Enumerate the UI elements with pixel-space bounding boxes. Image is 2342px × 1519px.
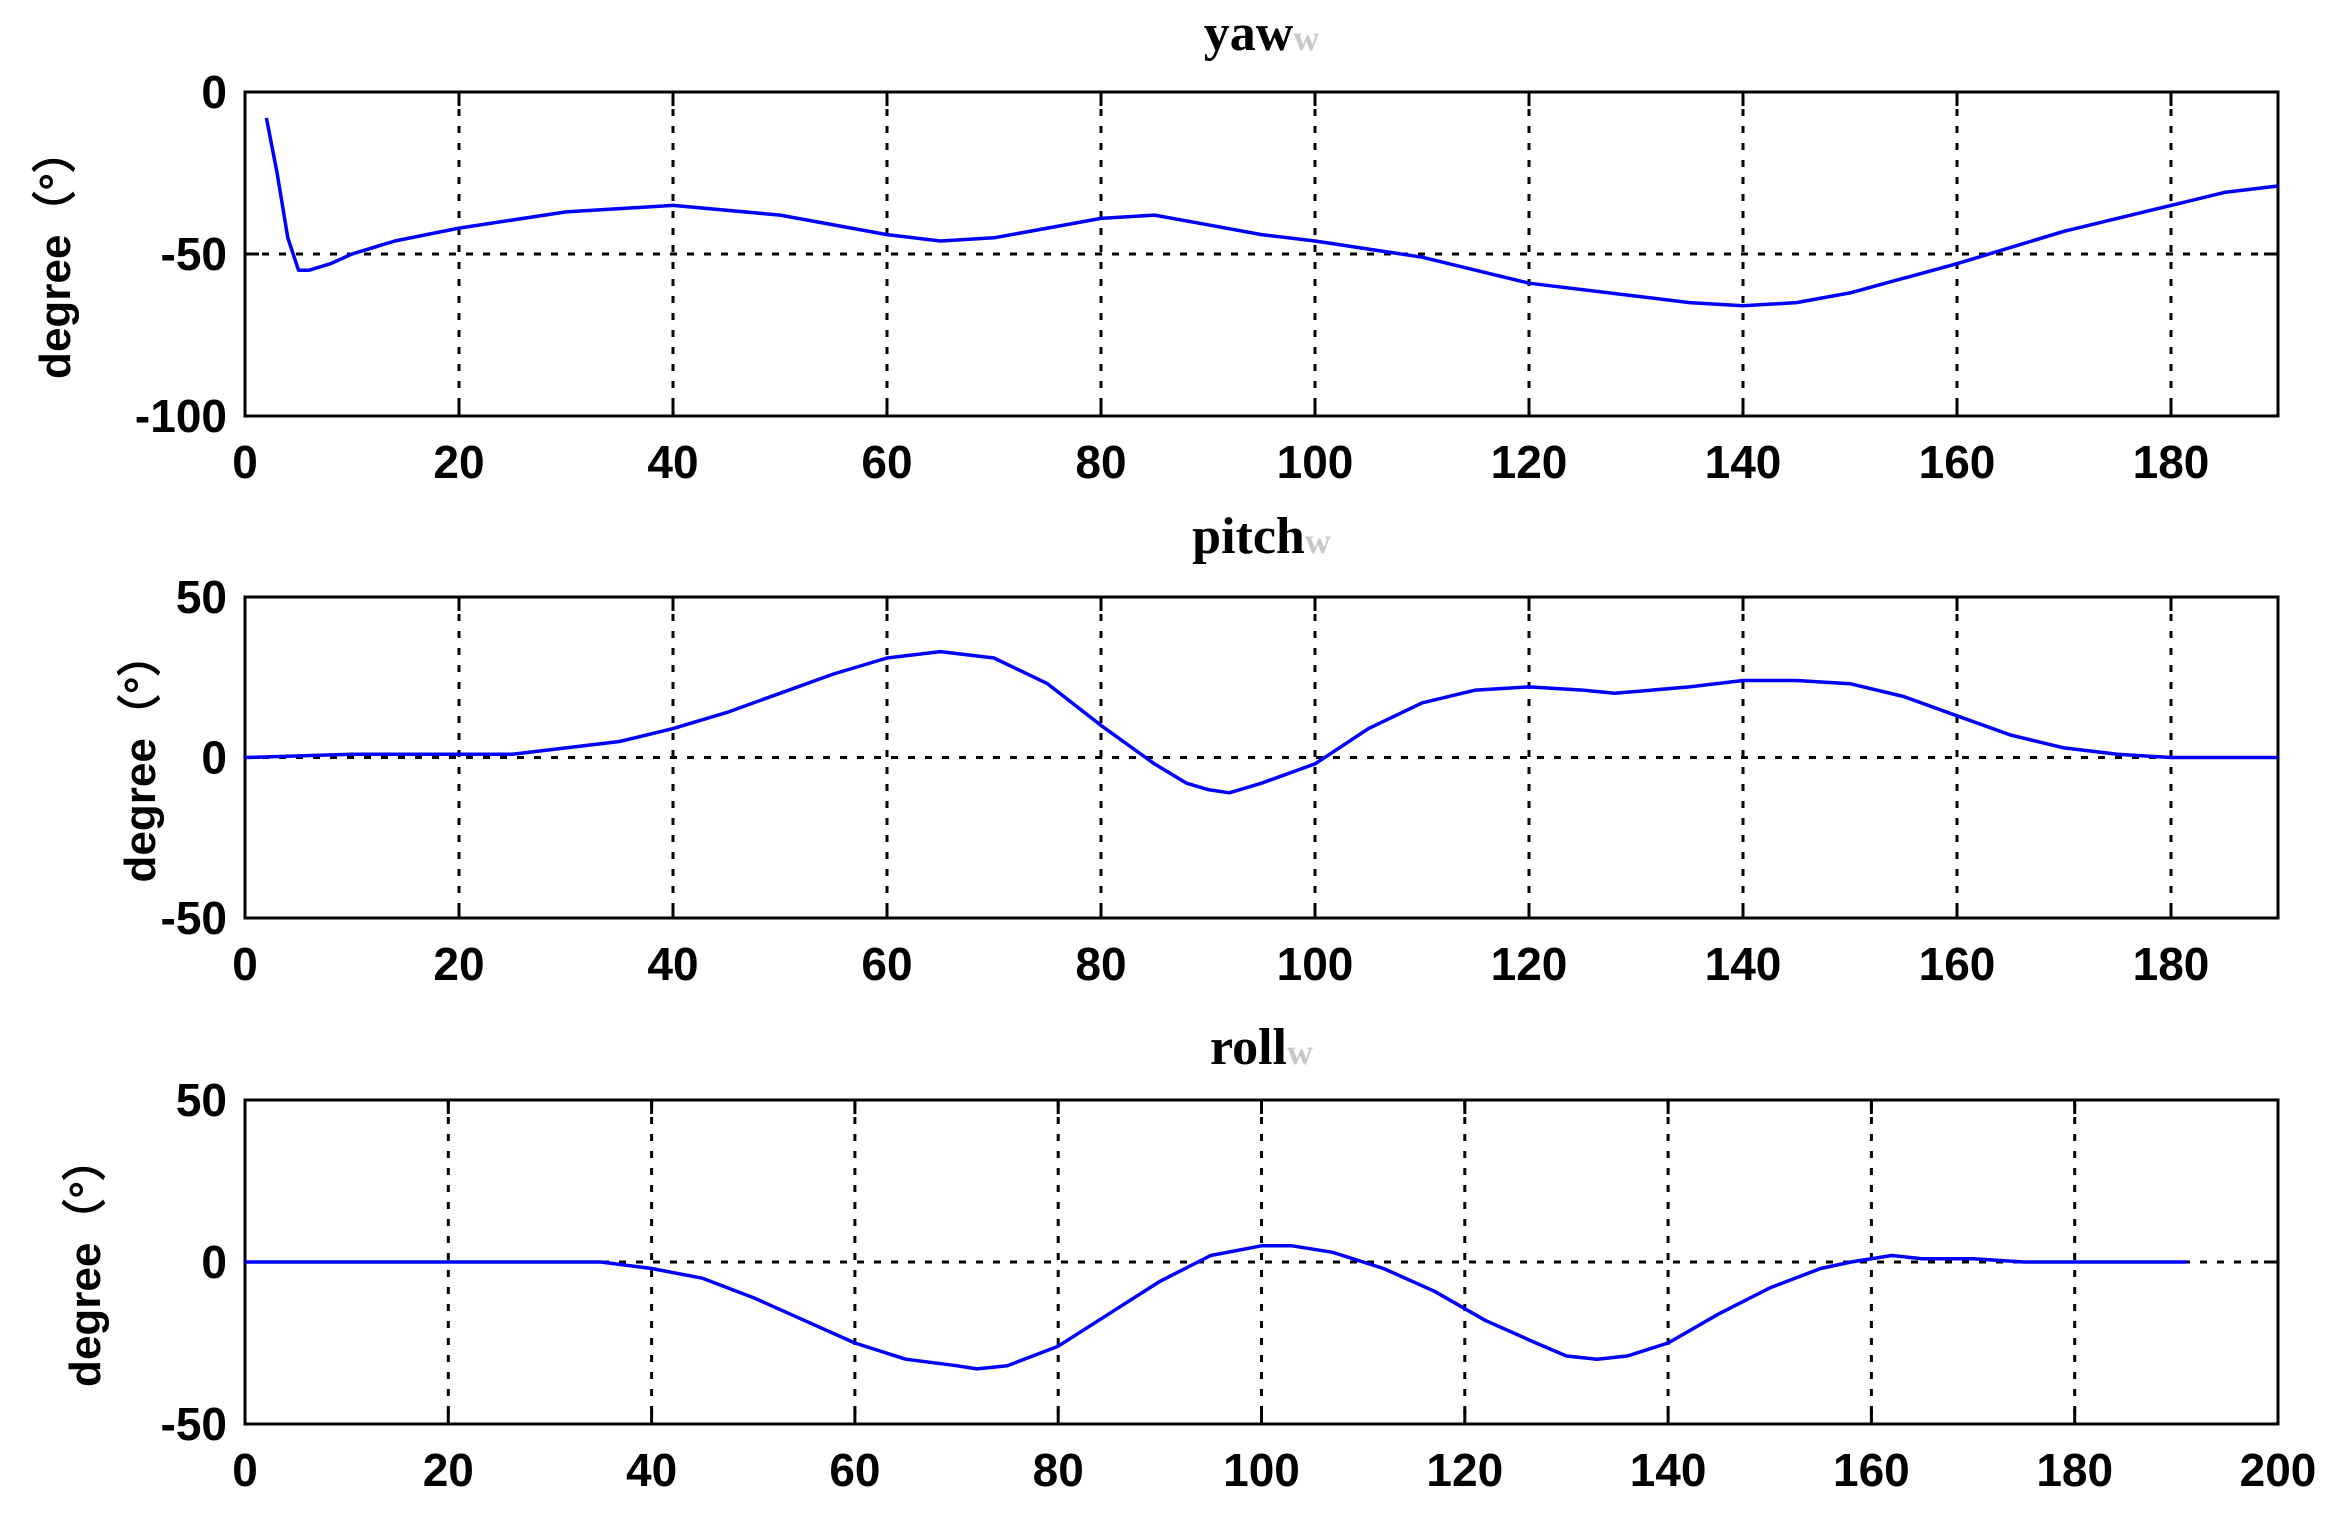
chart-pitch: 0 20 40 60 80 100 120 140 160 180-50050pitchwdegr… <box>116 508 2280 990</box>
chart-title: pitchw <box>1192 508 1331 565</box>
x-tick-label: 180 <box>2036 1444 2113 1496</box>
y-tick-label: -50 <box>161 892 227 944</box>
x-tick-label: 0 <box>232 1444 258 1496</box>
plot-area <box>243 90 2280 418</box>
y-tick-label: 50 <box>176 571 227 623</box>
x-tick-label: 40 <box>626 1444 677 1496</box>
y-tick-label: -100 <box>135 390 227 442</box>
x-tick-label: 20 <box>433 938 484 990</box>
plot-area <box>243 595 2280 920</box>
y-tick-label: 50 <box>176 1074 227 1126</box>
title-watermark: w <box>1305 521 1331 561</box>
x-tick-label: 160 <box>1919 938 1996 990</box>
x-tick-label: 0 <box>232 436 258 488</box>
title-watermark: w <box>1287 1032 1313 1072</box>
x-tick-label: 120 <box>1491 938 1568 990</box>
y-tick-label: 0 <box>201 66 227 118</box>
x-tick-label: 120 <box>1426 1444 1503 1496</box>
x-tick-label: 60 <box>861 436 912 488</box>
x-tick-label: 60 <box>861 938 912 990</box>
x-tick-label: 200 <box>2240 1444 2317 1496</box>
x-tick-label: 140 <box>1705 436 1782 488</box>
title-watermark: w <box>1293 18 1319 58</box>
x-tick-label: 180 <box>2133 436 2210 488</box>
chart-title: yaww <box>1204 5 1320 62</box>
x-tick-label: 180 <box>2133 938 2210 990</box>
x-tick-label: 120 <box>1491 436 1568 488</box>
x-tick-label: 20 <box>423 1444 474 1496</box>
x-tick-label: 40 <box>647 938 698 990</box>
x-tick-label: 20 <box>433 436 484 488</box>
y-axis-label: degree（°） <box>31 129 80 379</box>
x-tick-label: 140 <box>1630 1444 1707 1496</box>
chart-title: rollw <box>1210 1019 1313 1076</box>
y-tick-label: 0 <box>201 1236 227 1288</box>
x-tick-label: 100 <box>1223 1444 1300 1496</box>
x-tick-label: 160 <box>1919 436 1996 488</box>
y-axis-label: degree（°） <box>116 633 165 883</box>
y-axis-label: degree（°） <box>61 1137 110 1387</box>
y-tick-label: 0 <box>201 732 227 784</box>
x-tick-label: 80 <box>1075 938 1126 990</box>
x-tick-label: 60 <box>829 1444 880 1496</box>
x-tick-label: 80 <box>1075 436 1126 488</box>
x-tick-label: 100 <box>1277 938 1354 990</box>
x-tick-label: 100 <box>1277 436 1354 488</box>
y-tick-label: -50 <box>161 228 227 280</box>
chart-yaw: 0 20 40 60 80 100 120 140 160 180 -100 -50 0 yaww degr… <box>31 5 2280 488</box>
y-tick-label: -50 <box>161 1398 227 1450</box>
series-line <box>245 1244 2187 1371</box>
chart-roll: 0 20 40 60 80 100 120 140 160 180 200-50050rollwde… <box>61 1019 2316 1496</box>
series-line <box>244 649 2278 795</box>
x-tick-label: 160 <box>1833 1444 1910 1496</box>
x-tick-label: 80 <box>1033 1444 1084 1496</box>
x-tick-label: 0 <box>232 938 258 990</box>
x-tick-label: 40 <box>647 436 698 488</box>
x-tick-label: 140 <box>1705 938 1782 990</box>
series-line <box>264 117 2279 308</box>
